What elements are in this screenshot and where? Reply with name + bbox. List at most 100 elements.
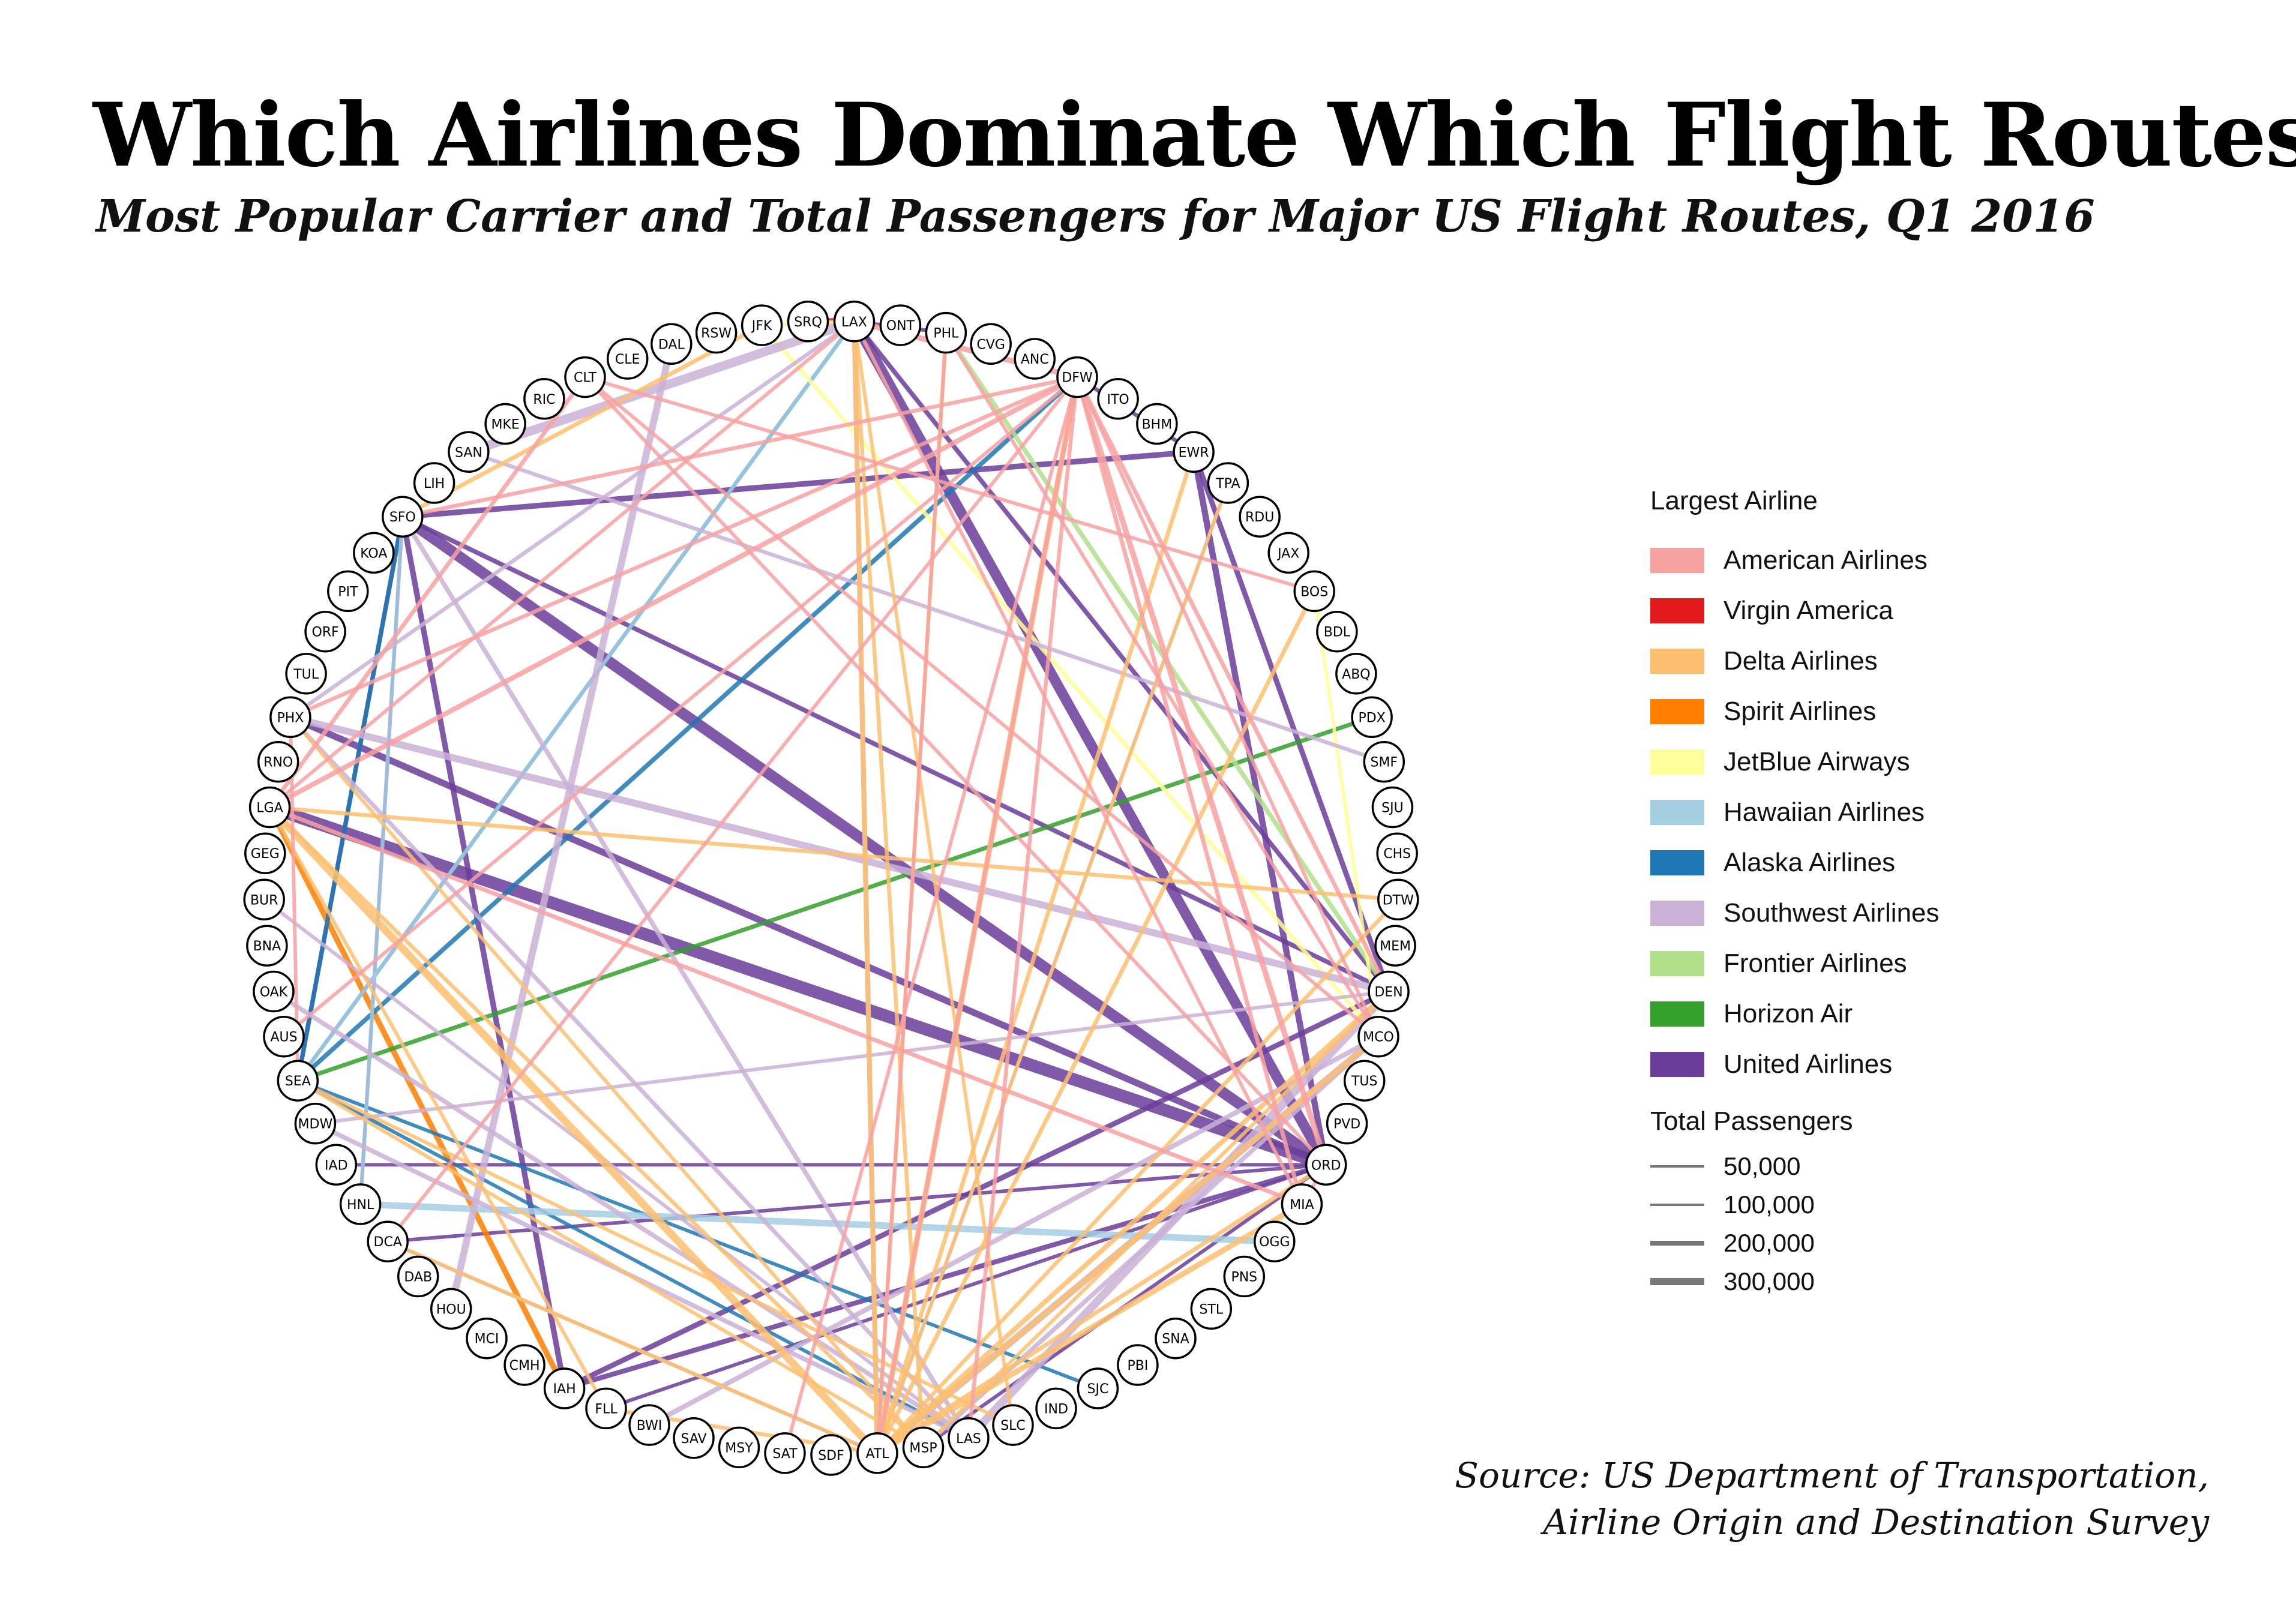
airport-label: SAT (772, 1447, 798, 1462)
airport-circle (1357, 1015, 1399, 1058)
legend-swatch (1650, 850, 1704, 875)
route-iah-ord (562, 1162, 1329, 1391)
airport-circle (1155, 1317, 1197, 1360)
route-dca-ord (386, 1163, 1328, 1244)
legend-swatch (1650, 1001, 1704, 1027)
airport-label: SMF (1370, 755, 1398, 770)
airport-node-geg: GEG (244, 832, 286, 874)
airport-label: BWI (637, 1418, 663, 1433)
airport-circle (1035, 1387, 1077, 1430)
legend-swatch (1650, 800, 1704, 825)
route-lax-mia (852, 319, 1304, 1206)
airport-label: LAS (956, 1432, 981, 1447)
airport-circle (741, 304, 783, 346)
airport-label: RDU (1245, 510, 1274, 525)
route-dfw-atl (875, 375, 1080, 1456)
airport-label: DAB (404, 1270, 432, 1285)
airport-node-hou: HOU (430, 1288, 472, 1330)
airport-label: OAK (260, 985, 288, 1000)
airport-node-tus: TUS (1343, 1060, 1386, 1102)
airport-node-mdw: MDW (294, 1102, 337, 1145)
airport-label: CLE (615, 352, 640, 367)
legend-label: Spirit Airlines (1724, 697, 1877, 726)
route-lax-lga (268, 319, 856, 809)
legend-item: Horizon Air (1650, 989, 2190, 1039)
airport-label: PDX (1358, 710, 1385, 725)
airport-label: PHX (277, 710, 304, 725)
route-lga-fll (268, 805, 608, 1411)
airport-label: SEA (285, 1074, 311, 1089)
airport-node-bur: BUR (243, 878, 285, 921)
airport-node-chs: CHS (1376, 832, 1418, 874)
airport-node-mco: MCO (1357, 1015, 1399, 1058)
route-jfk-mco (760, 323, 1381, 1039)
airport-node-mci: MCI (466, 1317, 508, 1360)
legend-label: Virgin America (1724, 596, 1893, 625)
airport-label: SAN (455, 445, 482, 460)
route-jfk-sfo (400, 323, 765, 519)
route-lax-ord (849, 316, 1332, 1170)
legend-label: Frontier Airlines (1724, 949, 1907, 978)
airport-label: JAX (1276, 546, 1299, 561)
airport-node-lax: LAX (833, 301, 876, 343)
legend-swatch (1650, 598, 1704, 623)
airport-nodes-layer: LAX ONT PHL CVG ANC DFW ITO BHM EWR TPA RDU JAX BOS B… (243, 301, 1419, 1476)
airport-label: OGG (1259, 1235, 1290, 1250)
airport-node-dab: DAB (397, 1255, 439, 1298)
airport-node-dal: DAL (651, 323, 693, 365)
airport-label: TUS (1351, 1074, 1378, 1089)
airport-node-ogg: OGG (1254, 1220, 1296, 1262)
airport-label: TUL (293, 667, 319, 682)
route-ewr-ord (1190, 449, 1329, 1168)
route-dfw-mco (1075, 375, 1380, 1039)
legend-label: JetBlue Airways (1724, 747, 1910, 776)
airport-label: IAH (553, 1382, 576, 1397)
airport-circle (1293, 570, 1335, 613)
airport-circle (1223, 1255, 1266, 1298)
airport-node-srq: SRQ (787, 301, 829, 343)
legend-item: Frontier Airlines (1650, 938, 2190, 989)
airport-node-mem: MEM (1374, 925, 1416, 967)
passenger-line-sample (1650, 1165, 1704, 1168)
airport-label: RSW (701, 326, 732, 341)
airport-label: MDW (298, 1117, 333, 1132)
airport-node-iad: IAD (315, 1144, 358, 1186)
airport-node-bna: BNA (246, 925, 288, 967)
airport-node-msp: MSP (902, 1426, 945, 1469)
passenger-line-sample (1650, 1240, 1704, 1246)
airport-node-anc: ANC (1014, 338, 1056, 380)
airport-circle (397, 1255, 439, 1298)
airport-circle (787, 301, 829, 343)
airport-circle (1173, 431, 1215, 473)
route-phl-atl (876, 331, 948, 1455)
airport-circle (466, 1317, 508, 1360)
airport-node-bos: BOS (1293, 570, 1335, 613)
route-phx-ord (287, 713, 1330, 1168)
passenger-legend-item: 100,000 (1650, 1186, 2190, 1224)
airport-circle (1239, 496, 1281, 538)
airport-label: RIC (533, 392, 555, 407)
airport-label: KOA (360, 546, 387, 561)
airport-node-sat: SAT (764, 1432, 806, 1474)
airport-node-sjc: SJC (1077, 1367, 1119, 1409)
airport-label: DFW (1062, 371, 1093, 386)
airport-label: BOS (1300, 584, 1328, 599)
airport-label: BNA (253, 939, 281, 954)
airport-circle (1305, 1144, 1347, 1186)
airport-node-sfo: SFO (382, 496, 424, 538)
airport-node-bdl: BDL (1316, 610, 1358, 653)
airport-circle (810, 1434, 852, 1476)
airport-circle (1377, 878, 1419, 921)
airport-circle (315, 1144, 358, 1186)
passenger-line-sample (1650, 1203, 1704, 1207)
legend-swatch (1650, 951, 1704, 976)
source-line-1: Source: US Department of Transportation, (1455, 1455, 2209, 1496)
legend-swatch (1650, 699, 1704, 724)
route-msp-sea (296, 1079, 925, 1450)
route-atl-tpa (876, 481, 1230, 1455)
airport-circle (764, 1432, 806, 1474)
airport-node-sju: SJU (1371, 786, 1414, 829)
airport-circle (484, 403, 526, 445)
passenger-label: 200,000 (1724, 1229, 1815, 1257)
airport-node-stl: STL (1190, 1288, 1233, 1330)
